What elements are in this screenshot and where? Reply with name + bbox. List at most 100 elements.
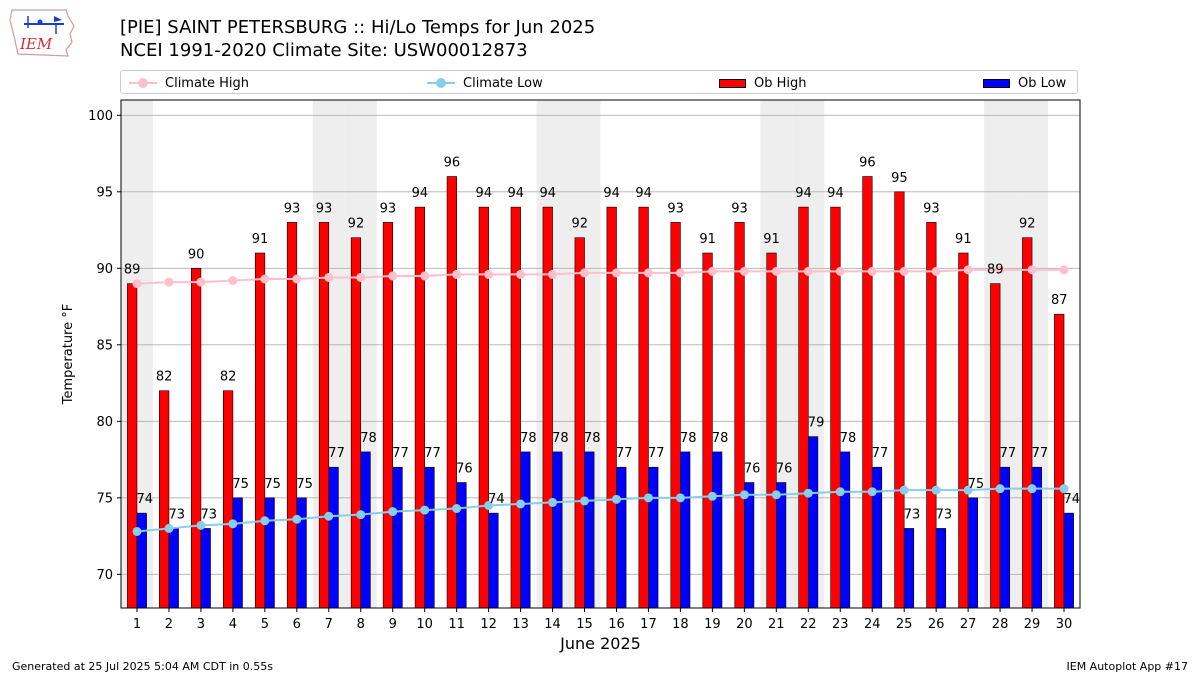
bar-ob-high-1 (127, 283, 138, 609)
data-label-ob-high-12: 94 (476, 186, 493, 201)
point-climate-low-1 (132, 526, 142, 536)
point-climate-low-19 (707, 491, 717, 501)
bar-ob-low-25 (903, 528, 915, 609)
point-climate-high-30 (1059, 265, 1069, 275)
x-axis-label: June 2025 (559, 634, 641, 653)
data-label-ob-high-5: 91 (252, 232, 269, 247)
point-climate-high-27 (963, 265, 973, 275)
bar-ob-high-21 (766, 252, 777, 609)
y-tick-label-100: 100 (88, 109, 113, 124)
data-label-ob-high-17: 94 (635, 186, 652, 201)
bar-ob-low-20 (744, 482, 755, 609)
bar-ob-high-11 (446, 176, 457, 609)
bar-ob-low-12 (488, 512, 499, 609)
point-climate-high-20 (739, 266, 749, 276)
x-tick-label-4: 4 (229, 617, 237, 632)
bar-ob-high-27 (958, 252, 969, 609)
bar-ob-low-16 (616, 466, 627, 609)
point-climate-high-28 (995, 265, 1005, 275)
point-climate-low-24 (867, 487, 877, 497)
data-label-ob-high-21: 91 (763, 232, 780, 247)
point-climate-low-20 (739, 490, 749, 500)
point-climate-low-21 (771, 490, 781, 500)
bar-ob-low-26 (935, 528, 947, 609)
data-label-ob-low-6: 75 (296, 477, 313, 492)
y-tick-label-90: 90 (96, 262, 113, 277)
data-label-ob-low-5: 75 (264, 477, 281, 492)
x-tick-label-16: 16 (608, 617, 625, 632)
point-climate-low-16 (611, 494, 621, 504)
x-tick-label-28: 28 (992, 617, 1009, 632)
point-climate-high-24 (867, 266, 877, 276)
data-label-ob-low-12: 74 (488, 492, 505, 507)
data-label-ob-low-9: 77 (392, 446, 409, 461)
point-climate-low-17 (643, 493, 653, 503)
bar-ob-high-30 (1054, 313, 1065, 609)
x-tick-label-22: 22 (800, 617, 817, 632)
bar-ob-low-30 (1063, 512, 1074, 609)
point-climate-high-29 (1027, 265, 1037, 275)
point-climate-high-14 (548, 269, 558, 279)
point-climate-low-28 (995, 484, 1005, 494)
data-label-ob-high-8: 92 (348, 217, 365, 232)
data-label-ob-high-1: 89 (124, 263, 141, 278)
x-tick-label-15: 15 (576, 617, 593, 632)
x-tick-label-11: 11 (448, 617, 465, 632)
data-label-ob-low-26: 73 (936, 507, 953, 522)
bar-ob-high-3 (191, 268, 202, 609)
data-label-ob-high-23: 94 (827, 186, 844, 201)
bar-ob-low-18 (680, 451, 691, 609)
point-climate-high-23 (835, 266, 845, 276)
bar-ob-high-26 (926, 222, 937, 609)
point-climate-low-7 (324, 511, 334, 521)
point-climate-high-12 (484, 269, 494, 279)
point-climate-high-7 (324, 272, 334, 282)
data-label-ob-low-13: 78 (520, 431, 537, 446)
point-climate-low-4 (228, 519, 238, 529)
bar-ob-high-9 (382, 222, 394, 609)
data-label-ob-low-19: 78 (712, 431, 729, 446)
y-tick-label-85: 85 (96, 338, 113, 353)
point-climate-high-16 (611, 268, 621, 278)
x-tick-label-8: 8 (357, 617, 365, 632)
iem-logo: IEM (9, 9, 75, 57)
x-tick-label-9: 9 (389, 617, 397, 632)
data-label-ob-high-10: 94 (412, 186, 429, 201)
bar-ob-high-29 (1022, 237, 1033, 609)
data-label-ob-low-22: 79 (808, 416, 825, 431)
bar-ob-high-12 (478, 206, 489, 609)
bar-ob-low-7 (328, 466, 339, 609)
y-tick-label-70: 70 (96, 568, 113, 583)
data-label-ob-low-4: 75 (232, 477, 249, 492)
x-tick-label-10: 10 (416, 617, 433, 632)
bar-ob-low-10 (424, 466, 435, 609)
bar-ob-high-2 (159, 390, 170, 609)
bar-ob-high-8 (350, 237, 362, 609)
bar-ob-low-13 (520, 451, 531, 609)
point-climate-high-19 (707, 266, 717, 276)
point-climate-low-25 (899, 485, 909, 495)
point-climate-low-23 (835, 487, 845, 497)
bar-ob-high-18 (670, 222, 681, 609)
data-label-ob-low-18: 78 (680, 431, 697, 446)
point-climate-high-15 (580, 268, 590, 278)
bar-ob-low-4 (232, 497, 243, 609)
legend-swatch-climate-low (427, 78, 455, 88)
data-label-ob-high-2: 82 (156, 370, 173, 385)
bar-ob-low-9 (392, 466, 403, 609)
bar-ob-low-15 (584, 451, 595, 609)
x-tick-label-3: 3 (197, 617, 205, 632)
bar-ob-high-15 (574, 237, 585, 609)
bar-ob-high-13 (510, 206, 521, 609)
data-label-ob-low-20: 76 (744, 462, 761, 477)
point-climate-low-15 (580, 496, 590, 506)
x-tick-label-25: 25 (896, 617, 913, 632)
bar-ob-low-22 (807, 436, 819, 609)
bar-ob-low-21 (776, 482, 787, 609)
data-label-ob-low-17: 77 (648, 446, 665, 461)
chart-subtitle: NCEI 1991-2020 Climate Site: USW00012873 (120, 40, 528, 61)
point-climate-high-26 (931, 266, 941, 276)
data-label-ob-high-25: 95 (891, 171, 908, 186)
point-climate-low-2 (164, 523, 174, 533)
